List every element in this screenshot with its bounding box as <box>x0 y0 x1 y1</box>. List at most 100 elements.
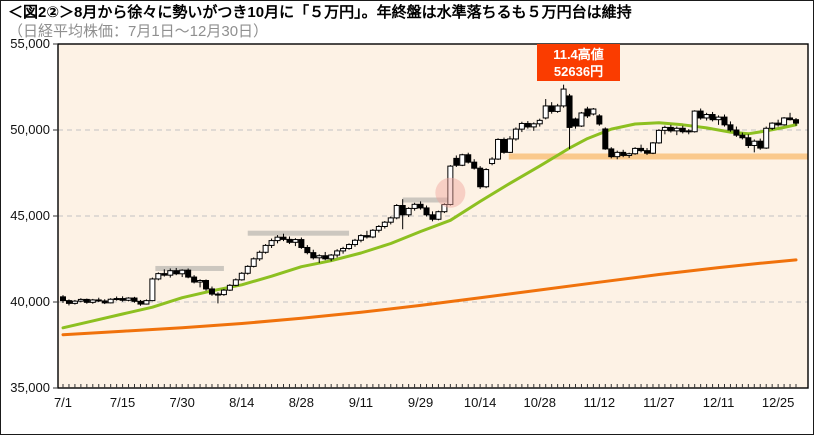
candle-up <box>143 300 150 305</box>
candle-up <box>393 205 400 219</box>
chart-header: ＜図2②＞8月から徐々に勢いがつき10月に「５万円」。年終盤は水準落ちるも５万円… <box>8 4 808 42</box>
highlight-circle <box>435 177 466 208</box>
candle-up <box>155 273 162 280</box>
candle-up <box>238 272 245 281</box>
candle-down <box>584 108 591 117</box>
candle-down <box>620 151 627 156</box>
candle-up <box>715 116 722 121</box>
x-axis-label: 12/11 <box>703 395 735 410</box>
candle-up <box>685 130 692 133</box>
candle-up <box>250 258 257 267</box>
candle-up <box>626 153 633 156</box>
candle-up <box>375 225 382 231</box>
candle-up <box>489 158 496 165</box>
candle-up <box>512 128 519 140</box>
resistance-line <box>155 265 224 271</box>
candle-up <box>346 244 353 250</box>
candle-up <box>542 105 549 119</box>
candle-up <box>661 126 668 131</box>
candle-up <box>763 127 770 149</box>
candle-up <box>197 280 204 283</box>
x-axis-label: 7/15 <box>110 395 135 410</box>
candle-down <box>161 273 168 276</box>
candle-up <box>244 265 251 274</box>
candle-down <box>417 203 424 209</box>
candle-up <box>316 255 323 259</box>
candle-up <box>369 229 376 238</box>
x-axis-label: 11/27 <box>643 395 675 410</box>
candle-up <box>441 203 448 213</box>
candle-down <box>453 157 460 166</box>
candle-up <box>632 147 639 155</box>
candle-up <box>560 88 567 107</box>
y-axis-label: 55,000 <box>10 36 50 51</box>
support-line <box>508 153 808 160</box>
x-axis-label: 8/28 <box>289 395 314 410</box>
candle-down <box>137 300 144 305</box>
candle-down <box>471 161 478 169</box>
candle-up <box>149 278 156 302</box>
candle-down <box>793 119 799 124</box>
candle-down <box>131 297 138 302</box>
candle-up <box>614 151 621 158</box>
candle-down <box>775 122 782 126</box>
candle-up <box>220 289 227 296</box>
candle-up <box>352 239 359 246</box>
candle-up <box>518 122 525 130</box>
candle-down <box>727 124 734 131</box>
candle-up <box>411 203 418 209</box>
chart-subtitle: （日経平均株価：7月1日～12月30日） <box>8 22 269 40</box>
candle-up <box>459 154 466 166</box>
ma-short-line <box>61 121 798 330</box>
candle-up <box>256 251 263 260</box>
candle-down <box>572 118 579 127</box>
x-axis-label: 11/12 <box>584 395 616 410</box>
candle-up <box>292 239 299 243</box>
candle-down <box>608 148 615 158</box>
candle-down <box>423 207 430 216</box>
candle-up <box>506 138 513 153</box>
candle-up <box>554 105 561 112</box>
x-axis-label: 9/29 <box>408 395 433 410</box>
candle-up <box>125 297 132 301</box>
candle-down <box>399 205 406 216</box>
resistance-line <box>247 230 350 236</box>
candle-up <box>77 298 84 302</box>
x-axis-label: 8/14 <box>229 395 254 410</box>
candle-down <box>298 239 305 248</box>
candle-down <box>500 138 507 153</box>
candle-down <box>757 140 764 149</box>
candle-up <box>405 207 412 216</box>
candle-up <box>769 122 776 129</box>
candle-up <box>107 298 114 304</box>
y-axis-label: 40,000 <box>10 294 50 309</box>
candle-up <box>655 129 662 144</box>
candle-down <box>667 126 674 132</box>
candle-up <box>179 269 186 275</box>
candle-up <box>381 221 388 227</box>
x-axis-label: 12/25 <box>762 395 795 410</box>
candle-down <box>697 110 704 119</box>
candle-down <box>203 280 210 290</box>
candle-up <box>703 114 710 119</box>
x-axis-label: 7/30 <box>170 395 195 410</box>
candle-down <box>83 298 90 303</box>
candle-down <box>119 298 126 301</box>
high-annotation-date: 11.4高値 <box>553 46 604 62</box>
high-annotation-box: 11.4高値 52636円 <box>537 44 620 81</box>
candle-up <box>334 250 341 256</box>
candle-down <box>548 105 555 112</box>
candle-up <box>649 142 656 154</box>
candle-down <box>477 167 484 188</box>
candle-down <box>465 154 472 163</box>
candle-down <box>733 129 740 136</box>
candle-up <box>340 248 347 252</box>
candle-down <box>709 114 716 121</box>
candle-up <box>447 165 454 205</box>
candle-up <box>226 284 233 291</box>
candle-down <box>429 214 436 220</box>
candle-up <box>483 169 490 188</box>
candle-up <box>274 236 281 242</box>
candle-down <box>310 252 317 259</box>
candle-up <box>590 108 597 115</box>
